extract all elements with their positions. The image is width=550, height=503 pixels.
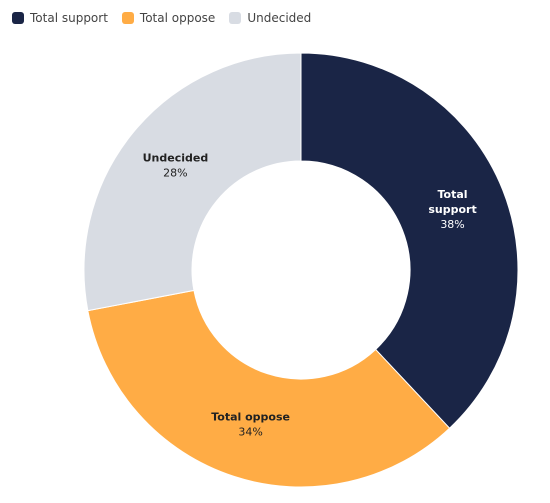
slice-label-undecided: Undecided 28% (143, 152, 209, 180)
slice-label-total-oppose: Total oppose 34% (211, 411, 290, 439)
slice-label-value-undecided: 28% (163, 167, 187, 180)
slice-label-name-total-oppose: Total oppose (211, 411, 290, 424)
legend-label-undecided: Undecided (247, 11, 312, 25)
slice-label-name-total-support: Total (438, 188, 468, 201)
legend-item-undecided[interactable]: Undecided (229, 11, 311, 25)
slice-label-total-support: Total support 38% (428, 188, 476, 231)
legend-swatch-total-support (12, 12, 24, 24)
legend-item-total-support[interactable]: Total support (12, 11, 108, 25)
slice-total-oppose[interactable] (87, 289, 451, 488)
legend-label-total-oppose: Total oppose (139, 11, 216, 25)
slice-label-name-undecided: Undecided (143, 152, 209, 165)
slice-undecided[interactable] (83, 52, 302, 312)
legend-item-total-oppose[interactable]: Total oppose (121, 11, 216, 25)
legend-label-total-support: Total support (30, 11, 108, 25)
chart-legend: Total support Total oppose Undecided (12, 11, 311, 25)
slice-total-support[interactable] (300, 52, 519, 429)
slice-label-name-total-support: support (428, 203, 476, 216)
legend-swatch-undecided (229, 12, 242, 24)
slice-label-value-total-support: 38% (440, 218, 464, 231)
slice-label-value-total-oppose: 34% (238, 426, 262, 439)
legend-swatch-total-oppose (121, 12, 134, 24)
